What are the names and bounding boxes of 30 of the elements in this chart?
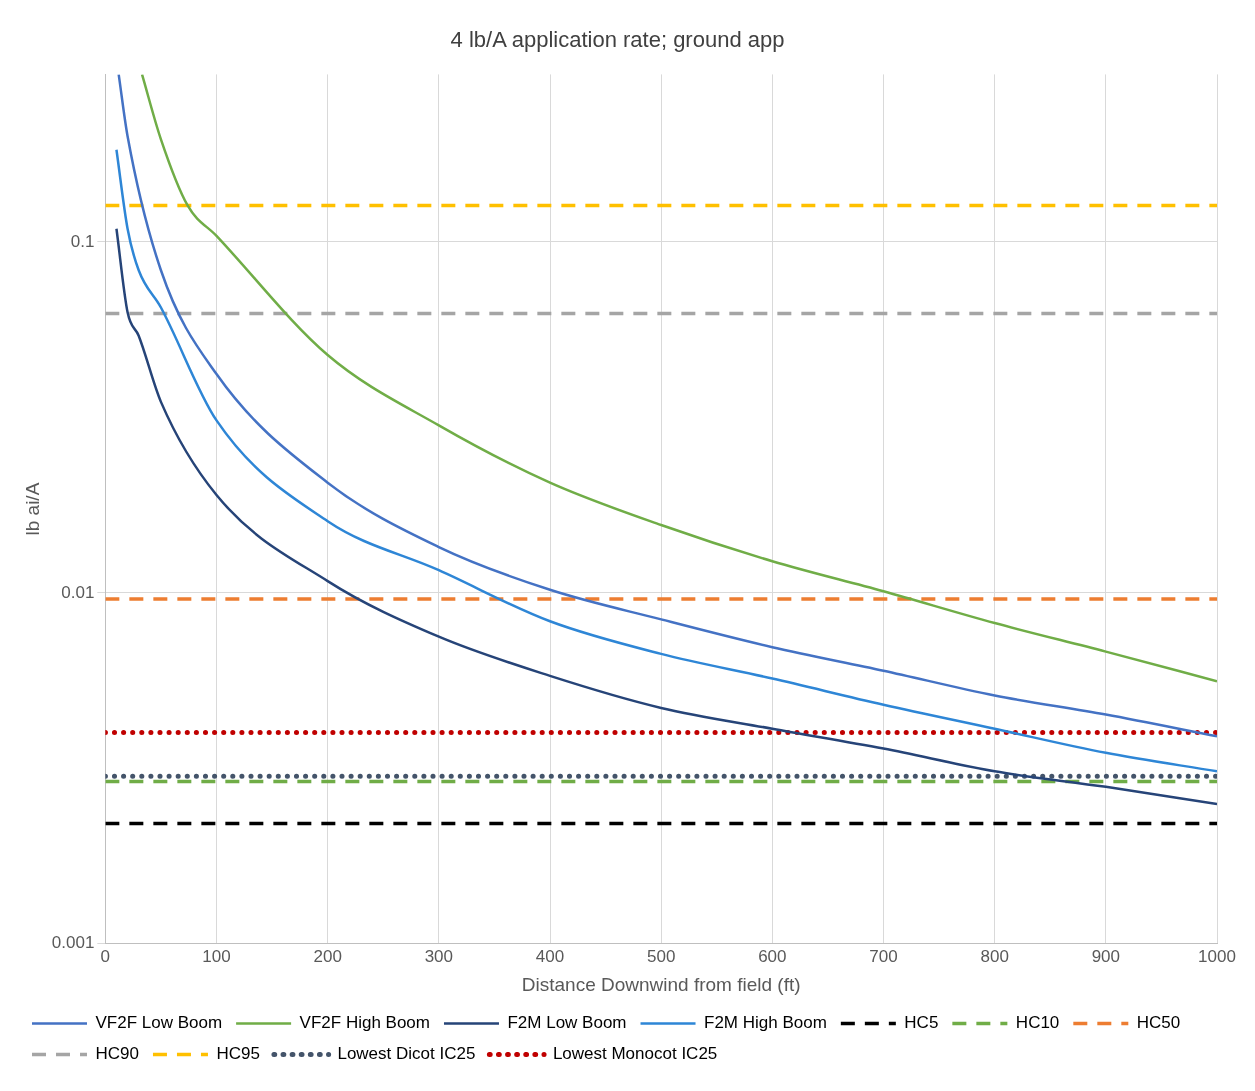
legend-label: F2M High Boom (704, 1013, 827, 1033)
x-tick-label: 500 (646, 946, 676, 966)
chart-title: 4 lb/A application rate; ground app (450, 27, 785, 53)
y-tick-label: 0.001 (51, 933, 95, 953)
legend-label: VF2F Low Boom (95, 1013, 223, 1033)
line-series (115, 227, 1217, 806)
line-series (115, 148, 1217, 773)
x-tick-label: 700 (869, 946, 898, 966)
x-tick-label: 1000 (1198, 946, 1236, 966)
x-tick-label: 900 (1091, 946, 1121, 966)
y-tick-label: 0.1 (70, 231, 95, 251)
legend-label: HC90 (95, 1044, 139, 1064)
y-tick-label: 0.01 (61, 582, 95, 602)
y-axis-title: lb ai/A (21, 482, 43, 536)
x-tick-label: 800 (980, 946, 1009, 966)
legend-label: VF2F High Boom (299, 1013, 430, 1033)
legend-label: F2M Low Boom (507, 1013, 627, 1033)
legend-label: HC95 (216, 1044, 260, 1064)
x-tick-label: 100 (202, 946, 231, 966)
x-tick-label: 0 (100, 946, 111, 966)
x-tick-label: 200 (313, 946, 342, 966)
legend-label: Lowest Dicot IC25 (337, 1044, 476, 1064)
x-tick-label: 600 (758, 946, 787, 966)
legend-label: HC10 (1015, 1013, 1060, 1033)
x-tick-label: 300 (424, 946, 454, 966)
legend-label: HC5 (904, 1013, 939, 1033)
x-axis-title: Distance Downwind from field (ft) (521, 973, 801, 995)
x-tick-label: 400 (535, 946, 565, 966)
legend-label: Lowest Monocot IC25 (552, 1044, 718, 1064)
legend-label: HC50 (1136, 1013, 1181, 1033)
